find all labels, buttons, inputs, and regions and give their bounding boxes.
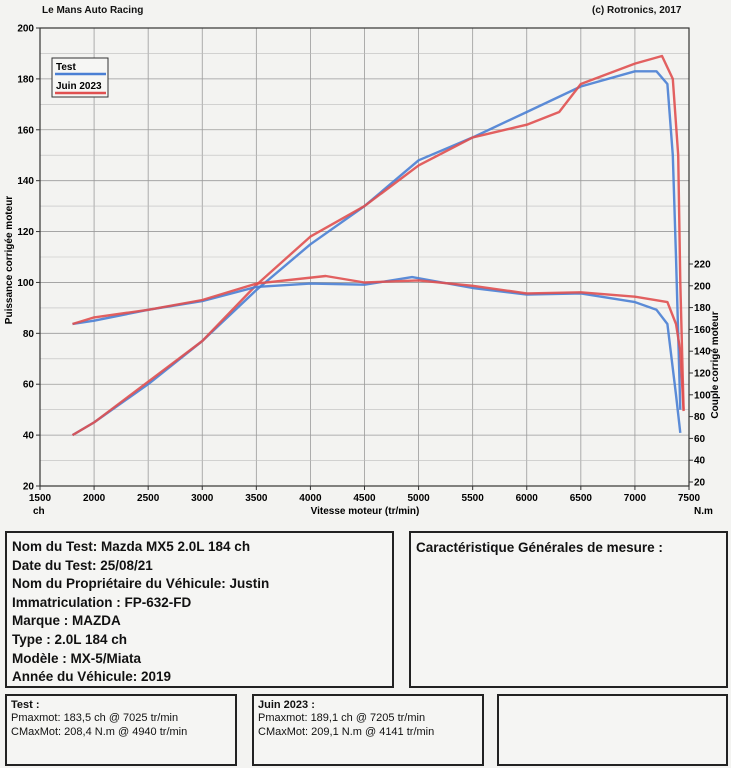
legend: Test Juin 2023 — [51, 57, 109, 98]
stats-box-juin-2023: Juin 2023 : Pmaxmot: 189,1 ch @ 7205 tr/… — [252, 694, 484, 766]
x-unit-left: ch — [33, 506, 45, 517]
info-registration: Immatriculation : FP-632-FD — [12, 594, 192, 610]
info-type: Type : 2.0L 184 ch — [12, 631, 128, 647]
characteristics-box: Caractéristique Générales de mesure : — [409, 531, 728, 688]
x-tick-label: 3500 — [245, 493, 268, 504]
vehicle-info-box: Nom du Test: Mazda MX5 2.0L 184 ch Date … — [5, 531, 394, 688]
stats-cmax-test: CMaxMot: 208,4 N.m @ 4940 tr/min — [11, 726, 188, 738]
x-tick-label: 7500 — [678, 493, 701, 504]
stats-title-test: Test : — [11, 699, 40, 711]
y-left-tick-label: 60 — [23, 380, 35, 391]
y-left-tick-label: 160 — [17, 125, 34, 136]
info-model: Modèle : MX-5/Miata — [12, 650, 142, 666]
y-right-tick-label: 160 — [694, 325, 711, 336]
x-axis-label: Vitesse moteur (tr/min) — [311, 506, 420, 517]
y-left-tick-label: 40 — [23, 431, 35, 442]
x-tick-label: 7000 — [624, 493, 647, 504]
x-tick-label: 5500 — [462, 493, 485, 504]
info-owner: Nom du Propriétaire du Véhicule: Justin — [12, 576, 270, 592]
y-right-tick-label: 40 — [694, 456, 706, 467]
y-left-tick-label: 20 — [23, 482, 35, 493]
chart-grid — [39, 27, 690, 487]
chart-series — [71, 54, 685, 437]
y-right-tick-label: 80 — [694, 412, 706, 423]
y-right-axis-label: Couple corrigé moteur — [710, 311, 721, 418]
x-tick-label: 4000 — [299, 493, 322, 504]
series-line-juin-2023-torque — [72, 274, 685, 412]
y-left-axis-label: Puissance corrigée moteur — [4, 196, 15, 324]
y-left-tick-label: 100 — [17, 278, 34, 289]
x-tick-label: 5000 — [407, 493, 430, 504]
legend-label-test: Test — [56, 62, 76, 73]
info-brand: Marque : MAZDA — [12, 613, 121, 629]
x-tick-label: 2000 — [83, 493, 106, 504]
stats-pmax-juin-2023: Pmaxmot: 189,1 ch @ 7205 tr/min — [258, 712, 426, 724]
info-year: Année du Véhicule: 2019 — [12, 669, 172, 685]
info-test-name: Nom du Test: Mazda MX5 2.0L 184 ch — [12, 539, 251, 554]
series-line-test-power — [71, 70, 682, 437]
y-right-axis-ticks: 20 40 60 80 100 120 140 160 180 200 220 — [688, 260, 711, 489]
x-tick-label: 6500 — [570, 493, 593, 504]
y-left-axis-ticks: 20 40 60 80 100 120 140 160 180 200 — [17, 24, 40, 493]
stats-title-juin-2023: Juin 2023 : — [258, 699, 315, 711]
y-left-tick-label: 120 — [17, 227, 34, 238]
y-right-tick-label: 20 — [694, 478, 706, 489]
info-test-date: Date du Test: 25/08/21 — [12, 557, 153, 573]
x-axis-ticks: 1500 2000 2500 3000 3500 4000 4500 5000 5500 6000… — [29, 486, 701, 504]
y-left-tick-label: 200 — [17, 24, 34, 35]
y-left-tick-label: 140 — [17, 176, 34, 187]
x-unit-right: N.m — [694, 506, 713, 517]
y-right-tick-label: 180 — [694, 303, 711, 314]
y-left-tick-label: 180 — [17, 74, 34, 85]
y-right-tick-label: 60 — [694, 434, 706, 445]
series-line-juin-2023-power — [71, 54, 685, 437]
dyno-chart: 1500 2000 2500 3000 3500 4000 4500 5000 5500 6000… — [4, 24, 721, 518]
y-right-tick-label: 100 — [694, 390, 711, 401]
empty-box — [497, 694, 728, 766]
legend-box — [51, 57, 109, 98]
x-tick-label: 3000 — [191, 493, 214, 504]
stats-box-test: Test : Pmaxmot: 183,5 ch @ 7025 tr/min C… — [5, 694, 237, 766]
y-right-tick-label: 220 — [694, 260, 711, 271]
x-tick-label: 4500 — [353, 493, 376, 504]
header-copyright: (c) Rotronics, 2017 — [592, 5, 682, 16]
stats-pmax-test: Pmaxmot: 183,5 ch @ 7025 tr/min — [11, 712, 179, 724]
characteristics-title: Caractéristique Générales de mesure : — [416, 540, 663, 555]
header-company: Le Mans Auto Racing — [42, 5, 144, 16]
x-tick-label: 6000 — [516, 493, 539, 504]
stats-cmax-juin-2023: CMaxMot: 209,1 N.m @ 4141 tr/min — [258, 726, 435, 738]
y-left-tick-label: 80 — [23, 329, 35, 340]
y-right-tick-label: 120 — [694, 369, 711, 380]
x-tick-label: 1500 — [29, 493, 52, 504]
legend-label-juin-2023: Juin 2023 — [56, 81, 102, 92]
x-tick-label: 2500 — [137, 493, 160, 504]
y-right-tick-label: 140 — [694, 347, 711, 358]
y-right-tick-label: 200 — [694, 281, 711, 292]
